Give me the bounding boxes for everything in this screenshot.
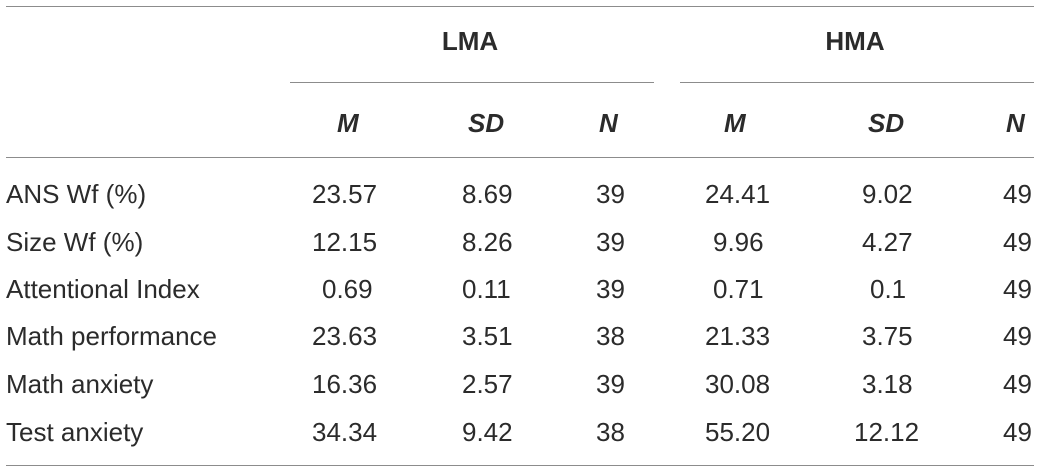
cell-hma-n: 49: [1003, 369, 1032, 399]
table-bottom-rule: [6, 465, 1034, 466]
cell-hma-sd: 3.75: [862, 321, 913, 351]
cell-lma-sd: 8.69: [462, 179, 513, 209]
table-top-rule: [6, 6, 1034, 7]
cell-hma-sd: 9.02: [862, 179, 913, 209]
row-label: Math performance: [6, 321, 217, 351]
col-header-lma-m: M: [337, 108, 359, 138]
cell-lma-m: 16.36: [312, 369, 378, 399]
table-row: Math performance 23.63 3.51 38 21.33 3.7…: [0, 312, 1040, 360]
cell-hma-sd: 0.1: [870, 274, 907, 304]
cell-lma-sd: 2.57: [462, 369, 513, 399]
row-label: ANS Wf (%): [6, 179, 147, 209]
row-label: Test anxiety: [6, 417, 144, 447]
cell-hma-n: 49: [1003, 417, 1032, 447]
cell-hma-m: 9.96: [713, 227, 764, 257]
cell-hma-m: 30.08: [705, 369, 771, 399]
cell-lma-sd: 3.51: [462, 321, 513, 351]
header-bottom-rule: [6, 157, 1034, 158]
table-row: Test anxiety 34.34 9.42 38 55.20 12.12 4…: [0, 408, 1040, 456]
row-label: Attentional Index: [6, 274, 200, 304]
cell-lma-n: 38: [596, 417, 625, 447]
col-header-hma-m: M: [724, 108, 746, 138]
cell-hma-m: 0.71: [713, 274, 764, 304]
col-header-hma-n: N: [1006, 108, 1025, 138]
cell-hma-n: 49: [1003, 179, 1032, 209]
cell-lma-m: 0.69: [322, 274, 373, 304]
cell-hma-sd: 4.27: [862, 227, 913, 257]
col-header-hma-sd: SD: [868, 108, 905, 138]
cell-lma-m: 12.15: [312, 227, 378, 257]
table-row: Math anxiety 16.36 2.57 39 30.08 3.18 49: [0, 360, 1040, 408]
group-header-hma: HMA: [825, 26, 885, 56]
cell-hma-n: 49: [1003, 321, 1032, 351]
cell-hma-n: 49: [1003, 227, 1032, 257]
cell-hma-m: 21.33: [705, 321, 771, 351]
cell-lma-n: 39: [596, 274, 625, 304]
row-label: Math anxiety: [6, 369, 154, 399]
cell-lma-n: 39: [596, 227, 625, 257]
cell-hma-m: 55.20: [705, 417, 771, 447]
cell-lma-n: 39: [596, 369, 625, 399]
cell-lma-m: 23.57: [312, 179, 378, 209]
table-row: ANS Wf (%) 23.57 8.69 39 24.41 9.02 49: [0, 170, 1040, 218]
cell-hma-sd: 12.12: [854, 417, 920, 447]
cell-lma-sd: 0.11: [462, 274, 511, 304]
cell-hma-n: 49: [1003, 274, 1032, 304]
cell-lma-m: 23.63: [312, 321, 378, 351]
row-label: Size Wf (%): [6, 227, 144, 257]
cell-lma-m: 34.34: [312, 417, 378, 447]
group-rule-lma: [290, 82, 654, 83]
group-rule-hma: [680, 82, 1034, 83]
col-header-lma-sd: SD: [468, 108, 505, 138]
cell-lma-n: 39: [596, 179, 625, 209]
cell-lma-n: 38: [596, 321, 625, 351]
group-header-lma: LMA: [441, 26, 499, 56]
cell-hma-m: 24.41: [705, 179, 771, 209]
cell-lma-sd: 8.26: [462, 227, 513, 257]
table-row: Attentional Index 0.69 0.11 39 0.71 0.1 …: [0, 265, 1040, 313]
cell-lma-sd: 9.42: [462, 417, 513, 447]
table-row: Size Wf (%) 12.15 8.26 39 9.96 4.27 49: [0, 218, 1040, 266]
cell-hma-sd: 3.18: [862, 369, 913, 399]
col-header-lma-n: N: [599, 108, 618, 138]
